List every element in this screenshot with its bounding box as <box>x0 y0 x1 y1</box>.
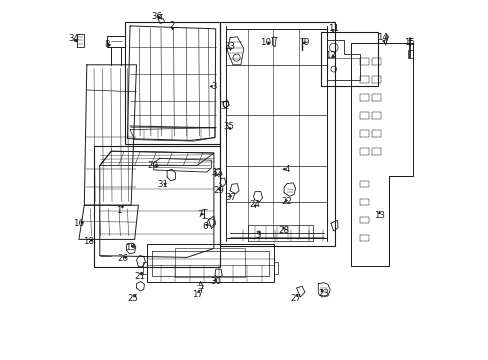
Text: 10: 10 <box>259 38 270 47</box>
Text: 34: 34 <box>68 34 79 43</box>
Text: 17: 17 <box>192 290 203 299</box>
Text: 1: 1 <box>116 206 122 215</box>
Text: 15: 15 <box>403 38 414 47</box>
Text: 3: 3 <box>211 82 216 91</box>
Text: 14: 14 <box>376 33 387 42</box>
Text: 29: 29 <box>213 186 224 195</box>
Text: 16: 16 <box>73 219 84 228</box>
Bar <box>407 50 412 58</box>
Text: 32: 32 <box>210 168 222 177</box>
Text: 5: 5 <box>255 231 261 240</box>
Text: 35: 35 <box>223 122 234 131</box>
Text: 8: 8 <box>104 40 109 49</box>
Text: 22: 22 <box>281 197 292 206</box>
Text: 7: 7 <box>197 210 202 219</box>
Text: 27: 27 <box>290 294 301 302</box>
Text: 11: 11 <box>327 24 338 33</box>
Text: 23: 23 <box>318 289 328 298</box>
Text: 6: 6 <box>203 222 208 231</box>
Bar <box>320 32 378 86</box>
Text: 4: 4 <box>285 165 290 174</box>
Text: 36: 36 <box>152 12 163 21</box>
Bar <box>125 22 220 144</box>
Text: 2: 2 <box>169 21 175 30</box>
Text: 21: 21 <box>134 272 144 281</box>
Text: 31: 31 <box>157 180 168 189</box>
Text: 9: 9 <box>303 38 308 47</box>
Text: 12: 12 <box>325 51 336 60</box>
Text: 20: 20 <box>147 161 158 170</box>
Text: 28: 28 <box>278 226 289 235</box>
Text: 37: 37 <box>225 194 236 202</box>
Text: 25: 25 <box>127 294 138 302</box>
Bar <box>220 22 334 246</box>
Text: 26: 26 <box>117 254 128 263</box>
Text: 19: 19 <box>125 243 136 252</box>
Bar <box>107 36 125 47</box>
Text: 30: 30 <box>210 277 221 286</box>
Text: 33: 33 <box>224 42 235 51</box>
Text: 13: 13 <box>373 211 384 220</box>
Bar <box>94 146 220 267</box>
Text: 24: 24 <box>249 200 260 209</box>
Text: 18: 18 <box>83 237 94 246</box>
